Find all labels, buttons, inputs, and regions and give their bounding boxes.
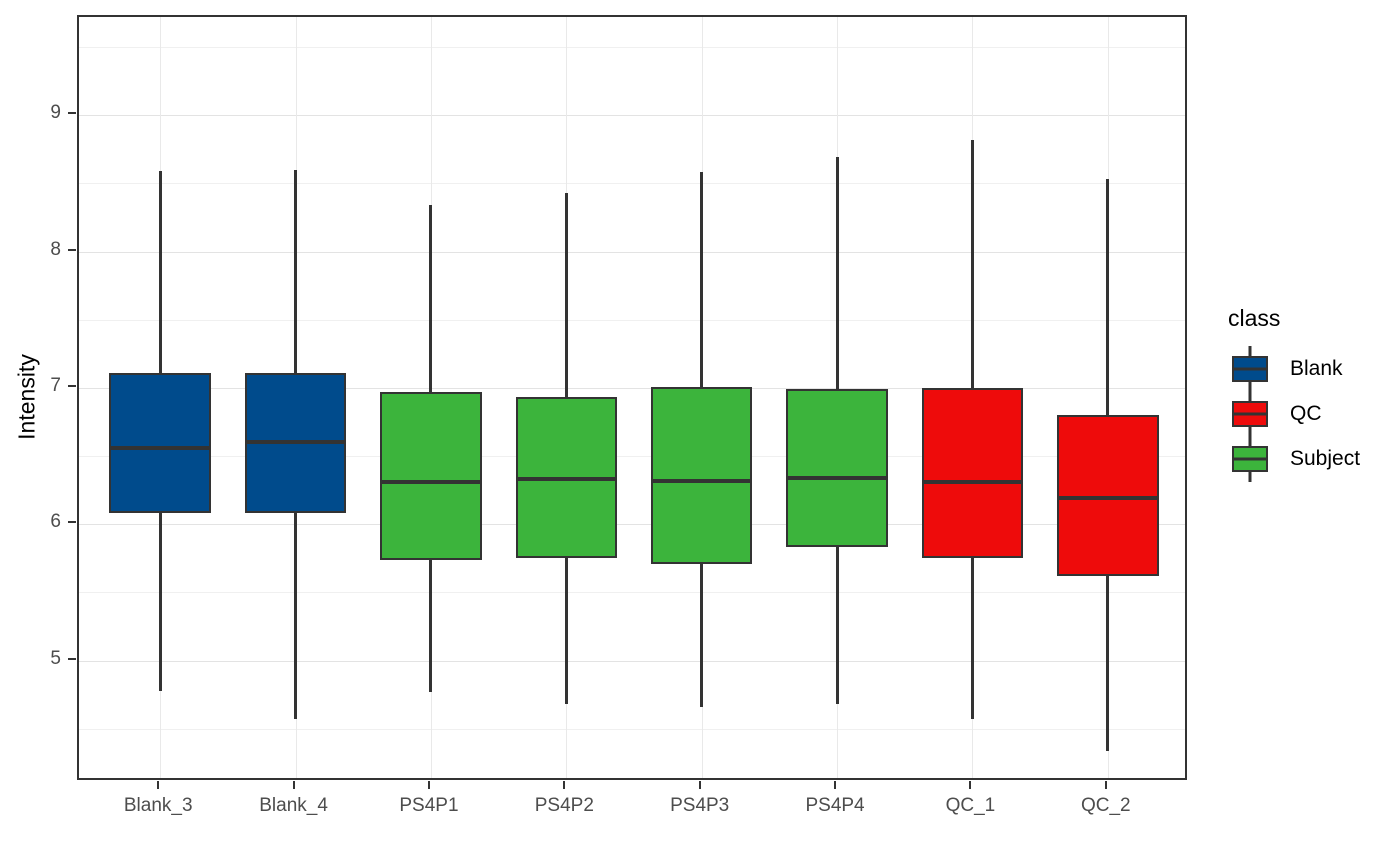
y-tick-8: [68, 248, 76, 251]
gridline-minor-y-5.5: [79, 592, 1185, 594]
median-Blank_4: [246, 440, 345, 445]
x-tick-Blank_4: [292, 781, 295, 789]
y-tick-label-8: 8: [50, 238, 61, 260]
legend-title: class: [1228, 305, 1281, 331]
x-tick-label-PS4P2: PS4P2: [534, 795, 594, 816]
x-tick-label-PS4P4: PS4P4: [805, 795, 865, 816]
x-tick-QC_1: [969, 781, 972, 789]
y-tick-label-5: 5: [50, 647, 61, 669]
legend-label-Blank: Blank: [1290, 357, 1343, 380]
legend-key-median: [1234, 412, 1266, 416]
x-tick-label-PS4P1: PS4P1: [399, 795, 459, 816]
x-tick-label-Blank_4: Blank_4: [259, 795, 328, 816]
gridline-major-y-5: [79, 660, 1185, 662]
legend-label-Subject: Subject: [1290, 447, 1361, 470]
x-tick-QC_2: [1104, 781, 1107, 789]
box-QC_1: [921, 387, 1024, 559]
y-tick-5: [68, 657, 76, 660]
x-tick-PS4P4: [834, 781, 837, 789]
gridline-minor-y-7.5: [79, 319, 1185, 321]
box-PS4P1: [380, 392, 482, 560]
x-tick-PS4P2: [563, 781, 566, 789]
legend-label-QC: QC: [1290, 402, 1322, 425]
legend-key-Subject-boxplot-icon: [1232, 436, 1268, 482]
plot-panel: [77, 15, 1187, 780]
median-PS4P3: [652, 478, 751, 483]
gridline-major-y-9: [79, 115, 1185, 117]
y-tick-9: [68, 112, 76, 115]
x-tick-PS4P3: [698, 781, 701, 789]
gridline-major-y-6: [79, 524, 1185, 526]
box-PS4P4: [786, 389, 888, 548]
y-tick-6: [68, 521, 76, 524]
x-tick-label-QC_2: QC_2: [1080, 795, 1131, 816]
legend-entry-Blank: Blank: [1228, 346, 1360, 392]
gridline-minor-y-8.5: [79, 183, 1185, 185]
x-tick-label-QC_1: QC_1: [945, 795, 996, 816]
legend-key-QC-boxplot-icon: [1232, 391, 1268, 437]
legend-entries: Blank QC Subject: [1228, 346, 1361, 482]
gridline-minor-y-4.5: [79, 728, 1185, 730]
gridline-minor-y-9.5: [79, 47, 1185, 48]
box-QC_2: [1057, 415, 1159, 577]
box-PS4P3: [650, 386, 753, 564]
legend-key-median: [1234, 367, 1266, 371]
y-tick-label-7: 7: [50, 374, 61, 396]
x-tick-PS4P1: [427, 781, 430, 789]
gridline-major-y-8: [79, 251, 1185, 253]
median-PS4P2: [517, 477, 616, 482]
y-tick-label-9: 9: [50, 102, 61, 124]
median-QC_2: [1059, 496, 1157, 501]
y-tick-7: [68, 384, 76, 387]
x-tick-Blank_3: [157, 781, 160, 789]
median-QC_1: [923, 480, 1022, 484]
box-Blank_3: [109, 372, 211, 514]
legend-key-median: [1234, 457, 1266, 461]
legend: class Blank QC Subject: [1228, 305, 1360, 486]
x-tick-label-Blank_3: Blank_3: [123, 795, 193, 816]
gridline-minor-y-6.5: [79, 456, 1185, 458]
x-tick-label-PS4P3: PS4P3: [670, 795, 730, 816]
legend-entry-Subject: Subject: [1228, 436, 1361, 482]
median-PS4P1: [382, 480, 480, 484]
gridline-major-y-7: [79, 387, 1185, 389]
median-PS4P4: [788, 475, 886, 480]
median-Blank_3: [111, 445, 209, 450]
y-tick-label-6: 6: [50, 511, 61, 533]
legend-entry-QC: QC: [1228, 391, 1360, 437]
legend-key-Blank-boxplot-icon: [1232, 346, 1268, 392]
